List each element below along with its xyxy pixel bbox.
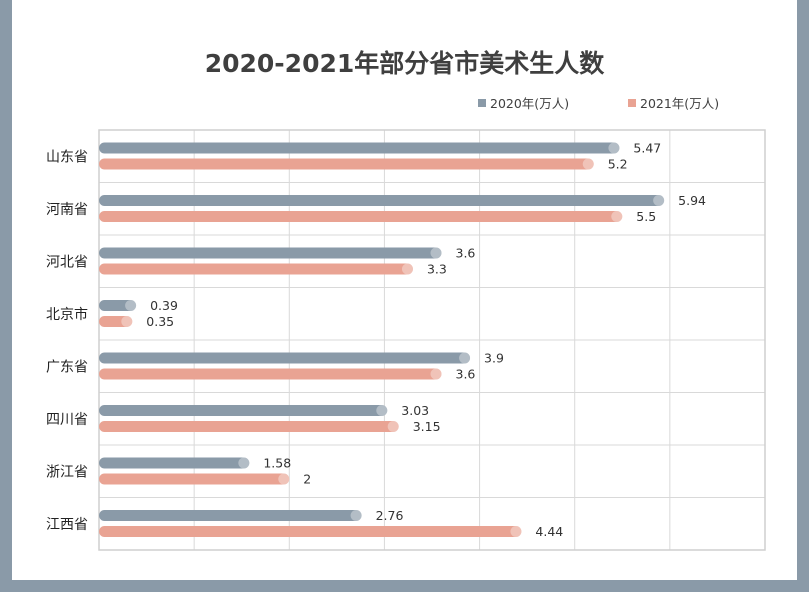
bar-end-cap (611, 211, 623, 222)
bar-2020 (99, 247, 442, 259)
bar-end-cap (582, 158, 594, 170)
category-label: 山东省 (46, 149, 88, 165)
bar-end-cap (401, 263, 413, 275)
bar-end-cap (510, 526, 522, 537)
legend-item-2020: 2020年(万人) (478, 93, 569, 112)
legend-label-2020: 2020年(万人) (490, 96, 570, 111)
data-label: 3.15 (413, 419, 441, 434)
bar-2021 (99, 263, 413, 275)
data-label: 5.2 (608, 157, 628, 172)
data-label: 3.3 (427, 262, 447, 277)
bar-end-cap (459, 352, 471, 364)
bar-2020 (99, 510, 362, 521)
bar-2020 (99, 457, 250, 469)
bar-end-cap (278, 473, 290, 485)
bar-2021 (99, 316, 133, 327)
data-label: 3.6 (456, 367, 476, 382)
data-label: 0.39 (150, 298, 178, 313)
bar-end-cap (121, 316, 133, 327)
bar-2020 (99, 352, 471, 364)
bar-end-cap (608, 142, 620, 154)
data-label: 2 (303, 472, 311, 487)
bar-2020 (99, 195, 665, 206)
category-label: 北京市 (46, 306, 88, 323)
bar-2021 (99, 421, 399, 432)
legend-label-2021: 2021年(万人) (640, 96, 720, 111)
bar-end-cap (238, 457, 250, 469)
data-label: 5.47 (633, 141, 661, 156)
bar-end-cap (430, 368, 442, 380)
bar-end-cap (350, 510, 362, 521)
data-label: 5.94 (678, 193, 706, 208)
data-label: 4.44 (535, 524, 563, 539)
legend-swatch-2021 (628, 98, 636, 107)
bar-2021 (99, 473, 290, 485)
bar-2020 (99, 300, 137, 311)
data-label: 0.35 (146, 314, 174, 329)
plot-border (98, 129, 766, 551)
chart-title: 2020-2021年部分省市美术生人数 (204, 49, 605, 78)
data-label: 5.5 (636, 209, 656, 224)
bar-2020 (99, 142, 620, 154)
category-label: 江西省 (46, 517, 88, 533)
bar-2021 (99, 368, 442, 380)
bar-end-cap (387, 421, 399, 432)
data-label: 3.9 (484, 351, 504, 366)
bar-2020 (99, 405, 388, 416)
category-label: 河北省 (46, 254, 88, 270)
category-label: 河南省 (46, 202, 88, 218)
data-label: 1.58 (263, 456, 291, 471)
bar-2021 (99, 158, 594, 170)
bar-end-cap (430, 247, 442, 259)
data-label: 3.03 (401, 403, 429, 418)
bar-2021 (99, 211, 623, 222)
bar-2021 (99, 526, 522, 537)
category-label: 浙江省 (46, 464, 88, 480)
bar-end-cap (125, 300, 137, 311)
category-label: 四川省 (46, 412, 88, 428)
data-label: 3.6 (456, 246, 476, 261)
data-label: 2.76 (376, 508, 404, 523)
category-label: 广东省 (46, 359, 88, 375)
bar-end-cap (653, 195, 665, 206)
legend-swatch-2020 (478, 98, 486, 107)
legend-item-2021: 2021年(万人) (628, 93, 719, 112)
bar-end-cap (376, 405, 388, 416)
